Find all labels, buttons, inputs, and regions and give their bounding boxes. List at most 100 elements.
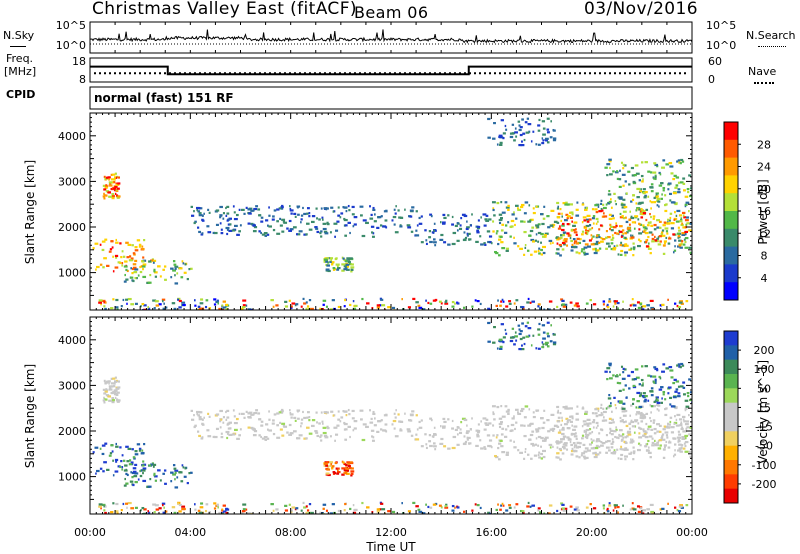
power-cell (280, 207, 284, 210)
velocity-cell (395, 409, 397, 412)
power-cell (319, 231, 322, 235)
velocity-cell (598, 451, 602, 454)
power-cell (542, 251, 546, 255)
velocity-cell (134, 453, 139, 456)
velocity-cell (159, 479, 162, 482)
velocity-cell (174, 471, 177, 474)
power-cell (290, 305, 293, 308)
velocity-cell (540, 436, 544, 440)
power-cell (666, 232, 669, 235)
velocity-cell (366, 506, 370, 509)
velocity-cell (441, 426, 446, 429)
velocity-cell (352, 429, 355, 432)
power-cell (222, 306, 227, 309)
power-cell (344, 224, 348, 227)
power-cell (482, 213, 487, 216)
velocity-cell (683, 442, 686, 445)
power-cell (649, 171, 653, 174)
power-cell (606, 163, 611, 166)
velocity-cell (221, 508, 224, 511)
power-cell (677, 226, 680, 229)
power-cell (592, 222, 595, 225)
power-cell (588, 228, 592, 231)
beam-title: Beam 06 (354, 3, 429, 22)
power-cell (284, 305, 289, 308)
velocity-cell (428, 440, 432, 443)
power-cell (661, 193, 663, 196)
power-cell (352, 307, 357, 310)
power-cell (297, 213, 300, 216)
nave-label: Nave (748, 65, 777, 78)
power-cell (119, 242, 122, 245)
velocity-cell (466, 438, 469, 441)
velocity-cell (681, 437, 686, 440)
velocity-cell (541, 439, 546, 442)
velocity-cell (240, 511, 244, 514)
velocity-cell (142, 472, 144, 475)
power-cell (418, 216, 421, 220)
power-cell (611, 214, 614, 217)
velocity-cell (108, 399, 113, 402)
velocity-cell (661, 438, 666, 441)
velocity-cell (679, 450, 683, 453)
velocity-cell (541, 324, 546, 327)
velocity-cell (431, 435, 435, 438)
velocity-cell (409, 413, 414, 416)
velocity-cell (552, 333, 556, 336)
velocity-cell (331, 465, 335, 468)
velocity-cell (570, 415, 574, 418)
power-cell (489, 241, 492, 244)
velocity-cell (507, 425, 510, 428)
velocity-cell (505, 453, 509, 456)
power-cell (647, 247, 652, 250)
velocity-cell (611, 438, 614, 441)
power-cell (345, 263, 350, 266)
velocity-cell (652, 421, 655, 424)
velocity-cell (134, 506, 138, 509)
velocity-cell (133, 457, 136, 460)
power-cell (613, 245, 616, 248)
velocity-cell (451, 427, 455, 430)
power-cell (336, 268, 340, 271)
power-cell (538, 118, 541, 122)
power-cell (441, 222, 446, 225)
velocity-cell (542, 421, 546, 424)
power-cell (545, 137, 549, 140)
velocity-cell (342, 461, 345, 464)
velocity-cell (624, 384, 627, 387)
power-cell (466, 234, 469, 237)
power-cell (377, 216, 382, 219)
velocity-cell (272, 509, 275, 512)
power-cell (680, 217, 683, 220)
velocity-cell (608, 504, 612, 507)
velocity-cell (635, 413, 638, 416)
velocity-cell (613, 449, 616, 452)
power-cell (556, 248, 560, 251)
power-cell (572, 238, 576, 241)
colorbar-cell (724, 282, 738, 301)
power-cell (537, 303, 541, 306)
velocity-cell (615, 407, 617, 410)
power-cell (193, 210, 195, 213)
velocity-cell (149, 477, 152, 481)
power-cell (674, 202, 678, 206)
velocity-cell (683, 420, 687, 423)
power-cell (605, 247, 608, 250)
velocity-cell (382, 429, 387, 432)
velocity-cell (527, 327, 532, 330)
velocity-cell (627, 374, 631, 377)
velocity-cell (127, 501, 132, 505)
power-cell (121, 261, 124, 265)
power-cell (371, 231, 374, 234)
velocity-cell (322, 431, 327, 435)
velocity-cell (134, 480, 137, 484)
power-cell (492, 220, 495, 223)
power-cell (684, 195, 689, 198)
velocity-cell (601, 441, 606, 445)
power-cell (622, 184, 625, 187)
power-cell (342, 257, 345, 260)
velocity-cell (636, 505, 640, 508)
velocity-cell (487, 340, 491, 343)
velocity-cell (125, 472, 128, 476)
velocity-cell (616, 381, 619, 385)
